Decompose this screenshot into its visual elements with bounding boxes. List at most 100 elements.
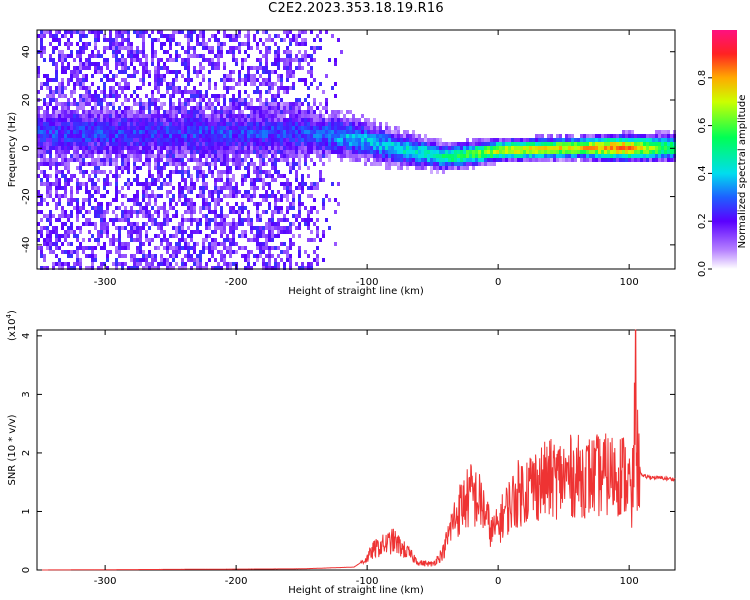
heatmap-cell [310,218,313,222]
heatmap-cell [55,114,58,118]
heatmap-cell [361,114,364,118]
heatmap-cell [277,254,280,258]
heatmap-cell [352,150,355,154]
heatmap-cell [97,134,100,138]
heatmap-cell [49,222,52,226]
heatmap-cell [247,122,250,126]
heatmap-cell [94,62,97,66]
heatmap-cell [181,126,184,130]
heatmap-cell [256,202,259,206]
heatmap-cell [208,218,211,222]
heatmap-cell [142,70,145,74]
heatmap-cell [121,34,124,38]
heatmap-cell [175,246,178,250]
heatmap-cell [289,254,292,258]
heatmap-cell [307,106,310,110]
heatmap-cell [196,194,199,198]
heatmap-cell [103,130,106,134]
heatmap-cell [304,130,307,134]
heatmap-cell [379,122,382,126]
heatmap-cell [541,134,544,138]
heatmap-cell [79,30,82,34]
heatmap-cell [241,230,244,234]
heatmap-cell [148,118,151,122]
heatmap-cell [169,150,172,154]
heatmap-cell [400,138,403,142]
heatmap-cell [163,258,166,262]
heatmap-cell [262,266,265,270]
heatmap-cell [262,146,265,150]
heatmap-cell [85,150,88,154]
heatmap-cell [235,162,238,166]
heatmap-cell [349,150,352,154]
heatmap-cell [61,58,64,62]
heatmap-cell [271,142,274,146]
heatmap-cell [202,66,205,70]
heatmap-cell [265,154,268,158]
heatmap-cell [298,214,301,218]
heatmap-cell [55,62,58,66]
heatmap-cell [97,166,100,170]
heatmap-cell [76,142,79,146]
heatmap-cell [625,150,628,154]
heatmap-cell [256,226,259,230]
heatmap-cell [46,138,49,142]
heatmap-cell [55,254,58,258]
heatmap-cell [271,122,274,126]
heatmap-cell [439,138,442,142]
heatmap-cell [58,262,61,266]
heatmap-cell [211,50,214,54]
heatmap-cell [184,62,187,66]
heatmap-cell [121,58,124,62]
heatmap-cell [415,150,418,154]
heatmap-cell [223,130,226,134]
heatmap-cell [160,134,163,138]
heatmap-cell [190,154,193,158]
heatmap-cell [172,170,175,174]
heatmap-cell [175,154,178,158]
heatmap-cell [355,158,358,162]
heatmap-cell [58,146,61,150]
heatmap-cell [169,54,172,58]
heatmap-cell [145,66,148,70]
heatmap-cell [208,118,211,122]
heatmap-cell [523,158,526,162]
heatmap-cell [289,114,292,118]
heatmap-cell [271,94,274,98]
heatmap-cell [70,230,73,234]
heatmap-cell [328,142,331,146]
heatmap-cell [478,150,481,154]
heatmap-cell [187,254,190,258]
heatmap-cell [232,226,235,230]
heatmap-cell [661,146,664,150]
heatmap-cell [655,130,658,134]
heatmap-cell [70,54,73,58]
heatmap-cell [295,214,298,218]
heatmap-cell [280,258,283,262]
heatmap-cell [277,134,280,138]
heatmap-cell [229,210,232,214]
heatmap-cell [115,94,118,98]
heatmap-cell [283,90,286,94]
heatmap-cell [397,138,400,142]
heatmap-cell [163,230,166,234]
heatmap-cell [574,150,577,154]
heatmap-cell [61,66,64,70]
heatmap-cell [49,242,52,246]
heatmap-cell [109,70,112,74]
heatmap-cell [244,74,247,78]
y-tick-label: 3 [21,391,32,397]
heatmap-cell [64,58,67,62]
heatmap-cell [64,158,67,162]
heatmap-cell [370,142,373,146]
heatmap-cell [544,150,547,154]
heatmap-cell [109,250,112,254]
heatmap-cell [211,210,214,214]
heatmap-cell [76,190,79,194]
heatmap-cell [157,82,160,86]
heatmap-cell [112,174,115,178]
heatmap-cell [373,142,376,146]
heatmap-cell [103,210,106,214]
heatmap-cell [61,174,64,178]
heatmap-cell [190,158,193,162]
